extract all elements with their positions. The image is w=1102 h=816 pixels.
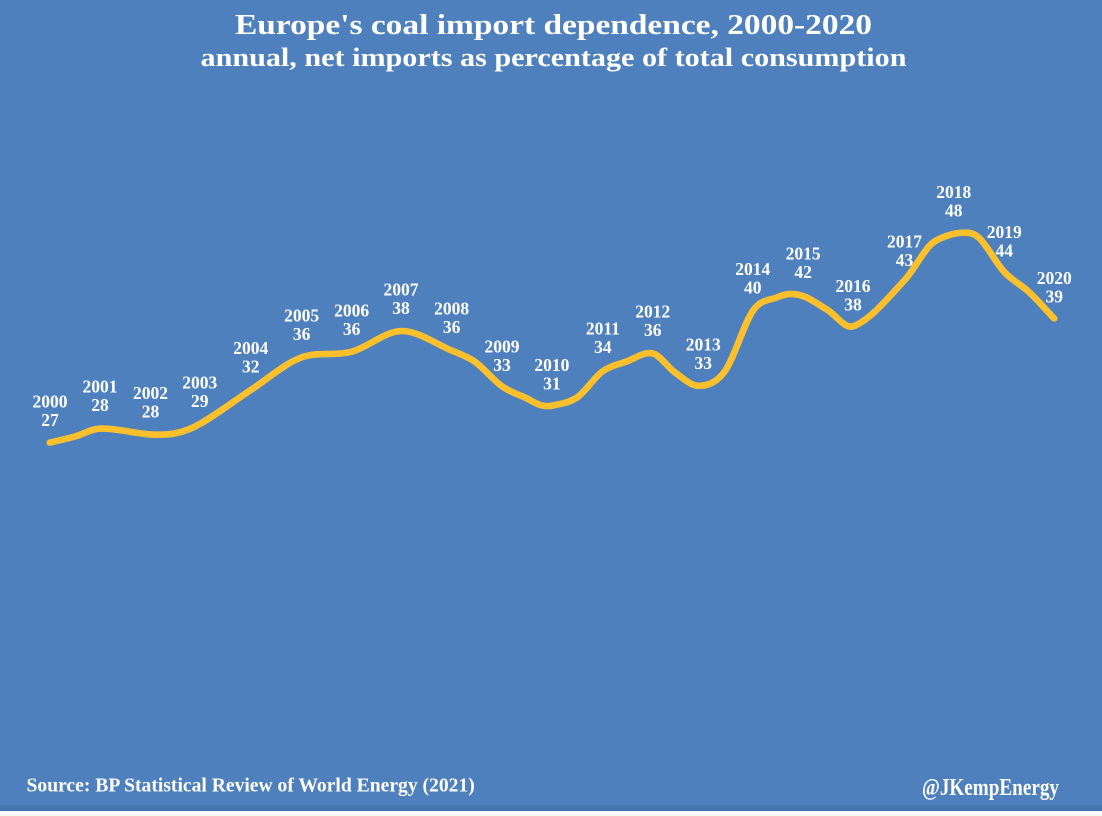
svg-text:27: 27	[41, 410, 59, 430]
svg-text:@JKempEnergy: @JKempEnergy	[922, 775, 1059, 801]
svg-text:40: 40	[744, 277, 762, 297]
svg-text:36: 36	[644, 320, 662, 340]
svg-text:2018: 2018	[936, 182, 971, 202]
svg-text:Source: BP Statistical Review: Source: BP Statistical Review of World E…	[27, 776, 475, 797]
svg-text:32: 32	[242, 356, 260, 376]
svg-text:34: 34	[594, 337, 612, 357]
svg-text:2008: 2008	[434, 298, 469, 318]
svg-text:2012: 2012	[635, 301, 670, 321]
svg-text:48: 48	[945, 200, 963, 220]
svg-text:2011: 2011	[586, 319, 620, 339]
svg-text:28: 28	[91, 395, 109, 415]
svg-text:29: 29	[191, 391, 209, 411]
svg-text:Europe's coal import dependenc: Europe's coal import dependence, 2000-20…	[235, 9, 872, 41]
svg-text:2019: 2019	[987, 222, 1022, 242]
svg-text:33: 33	[695, 353, 713, 373]
svg-text:2005: 2005	[284, 305, 319, 325]
svg-text:38: 38	[392, 298, 410, 318]
svg-text:2013: 2013	[686, 334, 721, 354]
svg-text:2015: 2015	[786, 243, 821, 263]
svg-text:2017: 2017	[887, 232, 922, 252]
svg-text:39: 39	[1045, 287, 1063, 307]
svg-text:38: 38	[844, 295, 862, 315]
svg-text:2014: 2014	[735, 259, 770, 279]
svg-text:2000: 2000	[33, 392, 68, 412]
svg-text:2020: 2020	[1037, 268, 1072, 288]
svg-text:annual, net imports as percent: annual, net imports as percentage of tot…	[201, 43, 908, 72]
svg-text:2002: 2002	[133, 383, 168, 403]
svg-text:31: 31	[543, 374, 561, 394]
svg-text:2001: 2001	[83, 377, 118, 397]
svg-text:44: 44	[995, 241, 1013, 261]
svg-text:43: 43	[896, 250, 914, 270]
svg-text:36: 36	[443, 317, 461, 337]
svg-text:2010: 2010	[534, 355, 569, 375]
svg-text:2003: 2003	[182, 372, 217, 392]
svg-text:28: 28	[142, 402, 160, 422]
svg-text:2006: 2006	[334, 300, 369, 320]
svg-text:33: 33	[493, 355, 511, 375]
svg-text:42: 42	[794, 262, 812, 282]
svg-text:36: 36	[293, 324, 311, 344]
svg-text:2007: 2007	[384, 280, 419, 300]
svg-text:2004: 2004	[233, 338, 268, 358]
svg-text:36: 36	[343, 319, 361, 339]
svg-text:2009: 2009	[485, 337, 520, 357]
svg-text:2016: 2016	[836, 276, 871, 296]
